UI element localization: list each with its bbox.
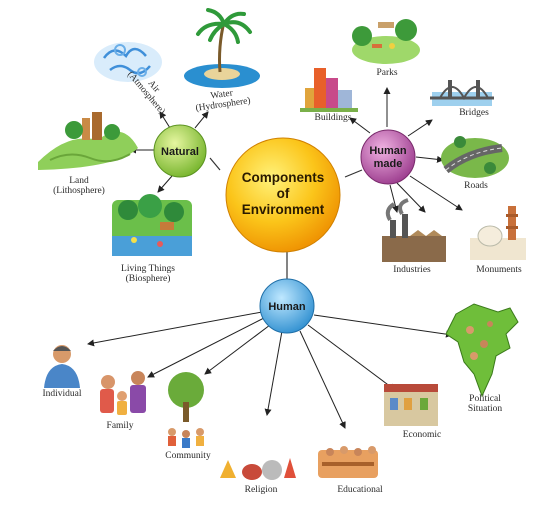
family-label: Family — [100, 421, 140, 431]
individual-label: Individual — [34, 389, 90, 399]
economic-label: Economic — [394, 430, 450, 440]
land-illustration — [38, 112, 138, 170]
air-illustration — [94, 42, 162, 82]
monuments-label: Monuments — [468, 265, 530, 275]
human-made-hub-label-line1: Human — [369, 145, 407, 157]
bridges-label-text: Bridges — [459, 108, 489, 118]
industries-illustration — [382, 198, 446, 262]
arrow-to-economic — [307, 324, 396, 391]
parks-illustration — [352, 19, 420, 64]
religion-illustration — [220, 458, 296, 480]
connector-center-human-made — [344, 169, 363, 178]
center-label-line3: Environment — [242, 202, 325, 217]
political-label-line1: Political — [469, 394, 501, 404]
water-label: Water (Hydrosphere) — [195, 88, 251, 113]
human-made-hub-label-line2: made — [374, 158, 403, 170]
buildings-label-text: Buildings — [314, 113, 352, 123]
bridges-illustration — [430, 80, 494, 106]
arrow-to-family — [147, 317, 265, 378]
parks-label: Parks — [370, 68, 404, 78]
water-illustration — [184, 8, 260, 88]
center-label-line1: Components — [242, 170, 325, 185]
industries-label-text: Industries — [393, 265, 431, 275]
land-label: Land (Lithosphere) — [44, 176, 114, 196]
industries-label: Industries — [384, 265, 440, 275]
buildings-illustration — [300, 68, 358, 112]
bridges-label: Bridges — [452, 108, 496, 118]
individual-illustration — [44, 345, 80, 388]
natural-hub: Natural — [153, 124, 207, 178]
roads-label-text: Roads — [464, 181, 488, 191]
political-map-illustration — [445, 303, 519, 398]
living-things-label-line2: (Biosphere) — [125, 274, 171, 284]
arrow-to-individual — [87, 311, 263, 347]
individual-label-text: Individual — [42, 389, 82, 399]
educational-label: Educational — [328, 485, 392, 495]
monuments-illustration — [470, 206, 526, 260]
human-hub-label: Human — [268, 301, 306, 313]
economic-illustration — [384, 384, 438, 426]
living-things-label-line1: Living Things — [121, 264, 175, 274]
arrow-to-religion — [264, 330, 283, 416]
living-things-illustration — [112, 194, 192, 256]
educational-illustration — [318, 446, 378, 478]
arrow-to-industries-2 — [389, 184, 399, 213]
arrow-to-bridges — [407, 119, 433, 137]
water-label-line1: Water — [210, 88, 234, 101]
connector-center-natural — [209, 157, 221, 171]
roads-label: Roads — [458, 181, 494, 191]
arrow-to-monuments — [409, 175, 463, 211]
community-illustration — [168, 372, 204, 448]
community-label-text: Community — [165, 451, 211, 461]
human-arrows — [87, 311, 453, 429]
living-things-label: Living Things (Biosphere) — [108, 264, 188, 284]
economic-label-text: Economic — [402, 430, 442, 440]
community-label: Community — [158, 451, 218, 461]
family-label-text: Family — [106, 421, 134, 431]
arrow-to-living — [157, 175, 173, 193]
arrow-to-buildings — [349, 117, 371, 134]
human-made-hub: Human made — [360, 129, 416, 185]
natural-hub-label: Natural — [161, 146, 199, 158]
family-illustration — [100, 371, 146, 415]
religion-label-text: Religion — [244, 485, 278, 495]
arrow-to-roads — [415, 155, 444, 163]
monuments-label-text: Monuments — [476, 265, 522, 275]
arrow-to-industries — [396, 182, 426, 213]
human-made-arrows — [349, 87, 463, 213]
arrow-to-community — [204, 324, 271, 375]
parks-label-text: Parks — [376, 68, 398, 78]
land-label-line2: (Lithosphere) — [53, 186, 105, 196]
political-situation-label: Political Situation — [456, 394, 514, 414]
political-label-line2: Situation — [467, 404, 503, 414]
arrow-to-political — [313, 314, 453, 338]
buildings-label: Buildings — [308, 113, 358, 123]
educational-label-text: Educational — [337, 485, 383, 495]
arrow-to-water — [194, 111, 209, 129]
center-hub: Components of Environment — [225, 137, 341, 253]
hub-connectors — [209, 157, 363, 282]
center-label-line2: of — [277, 186, 290, 201]
human-hub: Human — [259, 278, 315, 334]
land-label-line1: Land — [69, 176, 89, 186]
arrow-to-air — [159, 111, 171, 129]
religion-label: Religion — [236, 485, 286, 495]
roads-illustration — [441, 136, 509, 178]
arrow-to-educational — [299, 330, 346, 429]
